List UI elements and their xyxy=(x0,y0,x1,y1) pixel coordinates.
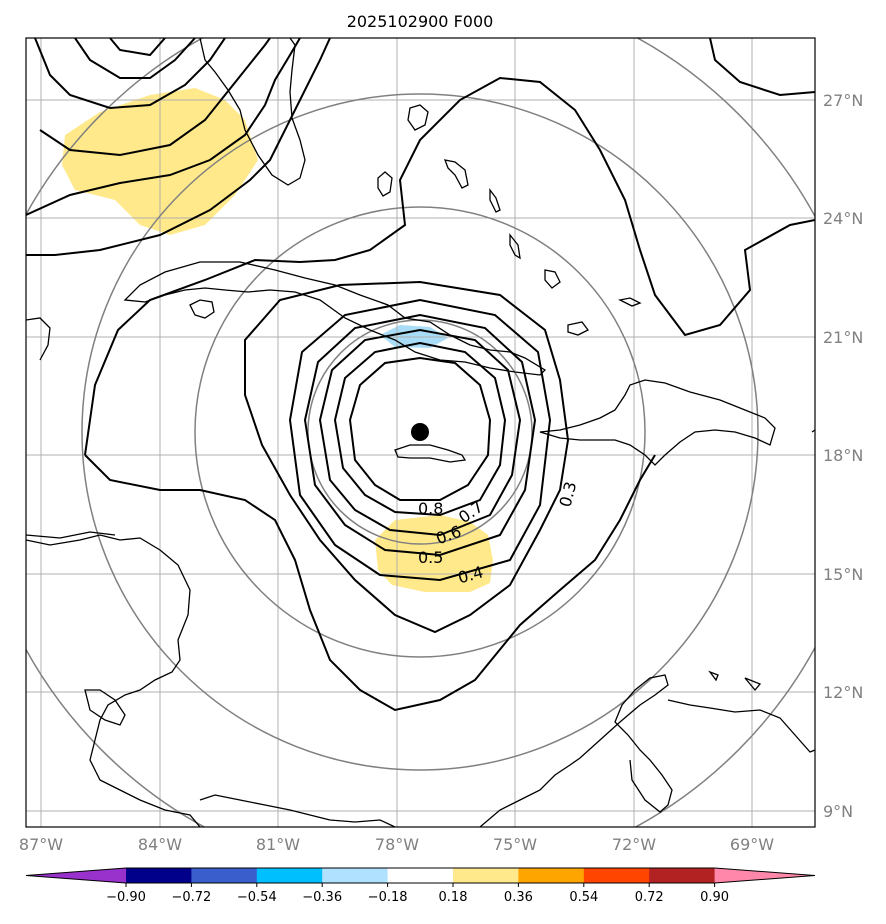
lon-label: 81°W xyxy=(256,835,300,854)
colorbar-segment xyxy=(649,868,716,883)
lon-label: 78°W xyxy=(375,835,419,854)
lat-label: 24°N xyxy=(823,209,863,228)
contour-0.2 xyxy=(84,76,815,456)
lat-label: 9°N xyxy=(823,802,853,821)
coastline-bahamas-andros xyxy=(377,171,393,197)
storm-center-marker xyxy=(411,423,429,441)
contour-label-0.5: 0.5 xyxy=(418,548,443,567)
contour-north-3 xyxy=(39,38,271,157)
contour-0.7 xyxy=(333,341,507,517)
contour-north-5 xyxy=(74,38,196,79)
lat-label: 21°N xyxy=(823,328,863,347)
colorbar: −0.90 −0.72 −0.54 −0.36 −0.18 0.18 0.36 0.54 0.7… xyxy=(25,867,816,905)
contour-0.4 xyxy=(288,298,552,582)
colorbar-segment xyxy=(583,868,650,883)
coastline-central-america xyxy=(26,534,201,827)
colorbar-tick-label: −0.36 xyxy=(302,890,342,905)
map-area: 0.8 0.7 0.6 0.5 0.4 0.3 xyxy=(26,38,815,827)
coastline-isla-juventud xyxy=(189,299,215,319)
coastlines xyxy=(26,38,815,827)
lon-label: 72°W xyxy=(612,835,656,854)
map-frame xyxy=(25,37,816,828)
contour-northeast xyxy=(709,38,815,97)
coastline-bahamas-cat xyxy=(489,188,501,213)
map-title: 2025102900 F000 xyxy=(347,12,494,31)
contour-label-0.3: 0.3 xyxy=(555,480,580,510)
colorbar-tick-label: −0.54 xyxy=(237,890,277,905)
coastline-hispaniola xyxy=(539,379,776,466)
lon-label: 84°W xyxy=(138,835,182,854)
colorbar-extend-left xyxy=(26,868,126,883)
contour-0.8 xyxy=(348,356,492,501)
coastline-venezuela xyxy=(667,699,815,753)
coastline-nicaragua-lake xyxy=(84,689,126,726)
colorbar-segment xyxy=(453,868,519,883)
coastline-turks-caicos xyxy=(618,297,642,307)
contours xyxy=(26,38,815,712)
coastline-yucatan-north xyxy=(26,531,116,539)
coastline-bahamas-long xyxy=(509,233,521,260)
coastline-jamaica xyxy=(394,444,467,463)
longitude-labels: 87°W 84°W 81°W 78°W 75°W 72°W 69°W xyxy=(19,835,774,854)
contour-0.5 xyxy=(303,313,537,557)
coastline-bahamas-acklins xyxy=(544,269,561,289)
contour-0.2-south xyxy=(84,454,656,712)
contour-north-6 xyxy=(109,38,166,57)
lon-label: 75°W xyxy=(493,835,537,854)
colorbar-segment xyxy=(126,868,192,883)
coastline-florida xyxy=(199,38,306,186)
lat-label: 18°N xyxy=(823,446,863,465)
range-rings xyxy=(26,38,815,827)
colorbar-extend-right xyxy=(714,868,815,883)
contour-north-2 xyxy=(26,38,301,216)
colorbar-segment xyxy=(518,868,585,883)
lon-label: 69°W xyxy=(730,835,774,854)
colorbar-tick-label: 0.90 xyxy=(700,890,729,905)
contour-0.3 xyxy=(244,280,570,634)
lon-label: 87°W xyxy=(19,835,63,854)
colorbar-tick-label: 0.54 xyxy=(569,890,598,905)
colorbar-segment xyxy=(191,868,258,883)
lat-label: 15°N xyxy=(823,565,863,584)
latitude-labels: 27°N 24°N 21°N 18°N 15°N 12°N 9°N xyxy=(823,91,863,821)
coastline-panama xyxy=(199,794,396,827)
coastline-colombia xyxy=(479,674,673,827)
contour-0.6 xyxy=(318,328,522,537)
colorbar-tick-label: 0.36 xyxy=(504,890,533,905)
lat-label: 12°N xyxy=(823,683,863,702)
contour-north-4 xyxy=(34,38,226,110)
colorbar-segment xyxy=(387,868,454,883)
colorbar-tick-label: −0.18 xyxy=(368,890,408,905)
colorbar-segment xyxy=(256,868,323,883)
contour-north-1 xyxy=(26,38,331,256)
coastline-bahamas-abaco xyxy=(407,104,429,131)
coastline-west-mexico xyxy=(26,317,51,361)
coastline-bahamas-inagua xyxy=(567,321,589,336)
coastline-aruba xyxy=(708,670,719,682)
coastline-cuba xyxy=(123,261,547,376)
colorbar-segment xyxy=(322,868,389,883)
contour-label-0.8: 0.8 xyxy=(418,499,443,518)
lat-label: 27°N xyxy=(823,91,863,110)
coastline-bahamas-eleuthera xyxy=(443,159,469,189)
coastline-curacao xyxy=(744,677,762,692)
colorbar-tick-label: −0.90 xyxy=(106,890,146,905)
colorbar-tick-label: 0.72 xyxy=(635,890,664,905)
colorbar-tick-label: 0.18 xyxy=(439,890,468,905)
colorbar-tick-label: −0.72 xyxy=(171,890,211,905)
